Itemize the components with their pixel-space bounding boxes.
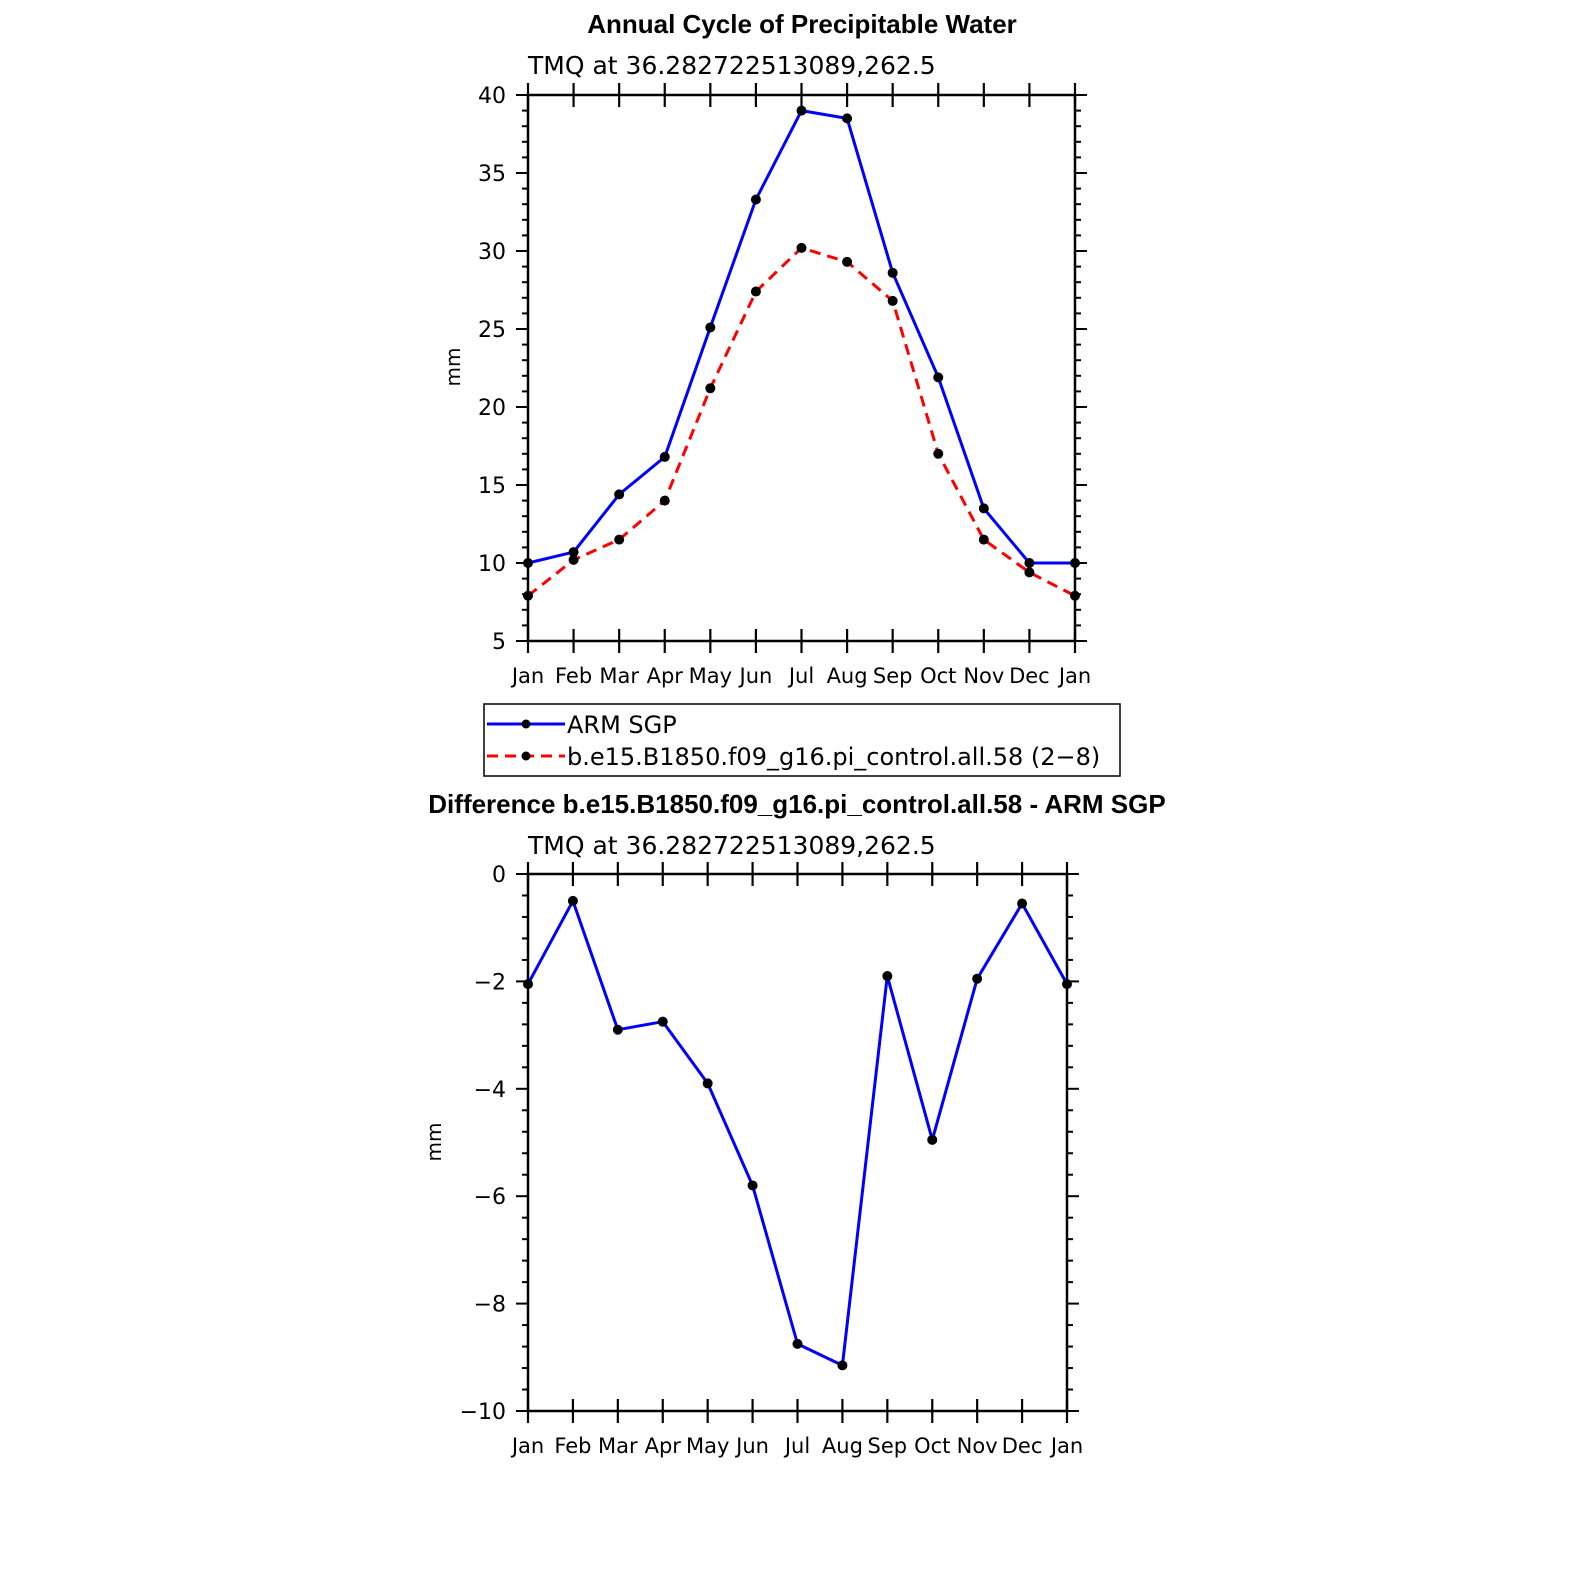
x-tick-label: Sep — [873, 664, 913, 688]
annual-cycle-subtitle: TMQ at 36.282722513089,262.5 — [527, 51, 936, 80]
legend: ARM SGP b.e15.B1850.f09_g16.pi_control.a… — [483, 703, 1121, 777]
x-tick-label: Dec — [1002, 1434, 1043, 1458]
series-line-0 — [527, 109, 1075, 565]
x-tick-label: Jan — [510, 664, 544, 688]
x-tick-label: Jan — [510, 1434, 544, 1458]
series-1-point — [933, 448, 944, 459]
series-0-point — [796, 105, 807, 116]
y-tick-label: 0 — [492, 863, 506, 888]
x-tick-label: Mar — [598, 1434, 638, 1458]
y-tick-label: 20 — [478, 396, 506, 421]
series-1-point — [659, 495, 670, 506]
series-0-point — [927, 1134, 938, 1145]
x-tick-label: Apr — [647, 664, 684, 688]
x-tick-label: Apr — [645, 1434, 682, 1458]
y-tick-label: 15 — [478, 474, 506, 499]
difference-series — [523, 895, 1072, 1371]
difference-plot-frame — [526, 872, 1069, 1413]
annual-cycle-series — [523, 105, 1080, 601]
y-tick-label: 35 — [478, 162, 506, 187]
series-1-point — [842, 256, 853, 267]
x-tick-label: Feb — [555, 664, 592, 688]
x-tick-label: Dec — [1009, 664, 1050, 688]
x-tick-label: Nov — [963, 664, 1004, 688]
x-tick-label: May — [689, 664, 732, 688]
x-tick-label: Aug — [822, 1434, 863, 1458]
legend-label-arm-sgp: ARM SGP — [567, 711, 677, 739]
series-1-point — [705, 383, 716, 394]
series-0-point — [747, 1180, 758, 1191]
series-0-point — [792, 1338, 803, 1349]
series-0-point — [1017, 898, 1028, 909]
x-tick-label: Aug — [827, 664, 868, 688]
series-0-point — [750, 194, 761, 205]
series-0-point — [568, 547, 579, 558]
series-0-point — [887, 267, 898, 278]
y-tick-label: 30 — [478, 240, 506, 265]
annual-cycle-panel: Annual Cycle of Precipitable Water TMQ a… — [441, 9, 1091, 688]
annual-cycle-ylabel: mm — [441, 348, 465, 387]
legend-label-model: b.e15.B1850.f09_g16.pi_control.all.58 (2… — [567, 743, 1100, 771]
y-tick-label: −2 — [474, 970, 506, 995]
series-0-point — [659, 451, 670, 462]
series-1-point — [750, 286, 761, 297]
x-tick-label: Mar — [599, 664, 639, 688]
x-tick-label: Jun — [734, 1434, 769, 1458]
annual-cycle-plot-frame — [526, 93, 1077, 643]
series-0-point — [933, 372, 944, 383]
legend-marker-model — [521, 751, 531, 761]
x-tick-label: Nov — [957, 1434, 998, 1458]
annual-cycle-ticks: Jan Feb Mar Apr May Jun Jul Aug Sep Oct Nov Dec Jan5… — [478, 83, 1091, 688]
x-tick-label: Jul — [783, 1434, 810, 1458]
series-0-point — [842, 113, 853, 124]
y-tick-label: 10 — [478, 552, 506, 577]
series-line-0 — [526, 899, 1069, 1367]
series-1-point — [614, 534, 625, 545]
y-tick-label: 25 — [478, 318, 506, 343]
x-tick-label: Jun — [738, 664, 773, 688]
x-tick-label: May — [686, 1434, 729, 1458]
x-tick-label: Jan — [1057, 664, 1091, 688]
x-tick-label: Oct — [914, 1434, 950, 1458]
series-0-point — [837, 1360, 848, 1371]
series-1-point — [1024, 567, 1035, 578]
series-0-point — [1024, 558, 1035, 568]
x-tick-label: Jul — [787, 664, 814, 688]
x-tick-label: Jan — [1049, 1434, 1083, 1458]
series-1-point — [796, 242, 807, 253]
series-0-point — [972, 973, 983, 984]
legend-box — [483, 703, 1121, 777]
x-tick-label: Sep — [868, 1434, 908, 1458]
series-0-point — [567, 895, 578, 906]
y-tick-label: −6 — [474, 1185, 506, 1210]
y-tick-label: −4 — [474, 1078, 506, 1103]
series-0-point — [705, 322, 716, 333]
difference-panel: Difference b.e15.B1850.f09_g16.pi_contro… — [422, 789, 1166, 1458]
series-0-point — [614, 489, 625, 500]
series-0-point — [882, 971, 893, 982]
series-0-point — [612, 1024, 623, 1035]
y-tick-label: −10 — [460, 1400, 506, 1425]
series-0-point — [978, 503, 989, 514]
annual-cycle-title: Annual Cycle of Precipitable Water — [587, 9, 1017, 39]
y-tick-label: −8 — [474, 1293, 506, 1318]
x-tick-label: Feb — [554, 1434, 591, 1458]
y-tick-label: 40 — [478, 84, 506, 109]
series-1-point — [978, 534, 989, 545]
y-tick-label: 5 — [492, 630, 506, 655]
series-1-point — [568, 554, 579, 565]
legend-marker-arm-sgp — [521, 719, 531, 729]
series-1-point — [887, 295, 898, 306]
difference-subtitle: TMQ at 36.282722513089,262.5 — [527, 831, 936, 860]
x-tick-label: Oct — [920, 664, 956, 688]
series-line-1 — [527, 246, 1076, 598]
difference-ylabel: mm — [422, 1123, 446, 1162]
series-0-point — [657, 1016, 668, 1027]
series-0-point — [702, 1078, 713, 1089]
difference-ticks: Jan Feb Mar Apr May Jun Jul Aug Sep Oct Nov Dec Jan0… — [460, 862, 1083, 1458]
difference-title: Difference b.e15.B1850.f09_g16.pi_contro… — [428, 789, 1165, 819]
